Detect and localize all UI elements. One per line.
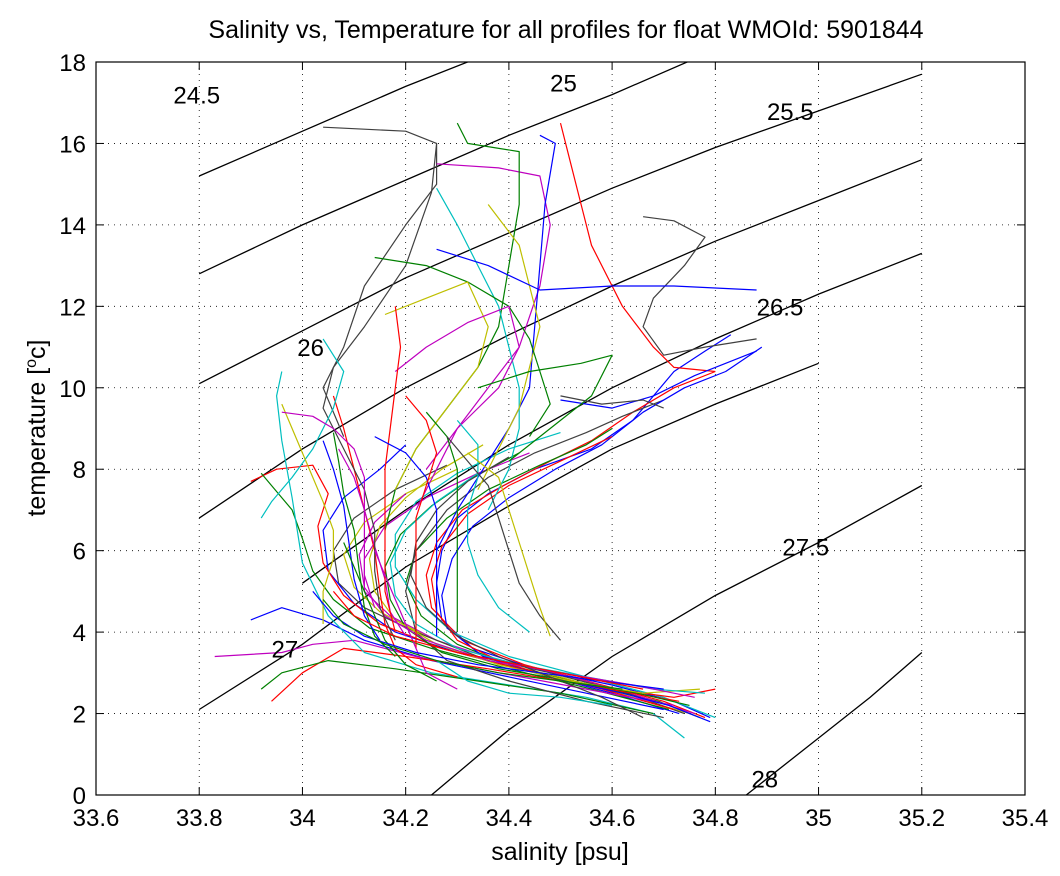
density-contour-label: 27.5 (782, 535, 829, 562)
profile-series-line (260, 659, 654, 715)
x-tick-label: 34.8 (692, 805, 739, 832)
density-contour-line (198, 73, 923, 385)
profile-series-line (312, 591, 664, 690)
tick-layer: 33.6 33.8 34 34.2 34.4 34.6 34.8 35 35.2 35.4 0 2 4 6… (59, 50, 1048, 832)
density-contour-label: 24.5 (173, 83, 220, 110)
profile-series-line (358, 493, 695, 698)
profile-series-line (405, 395, 438, 649)
y-tick-label: 18 (59, 50, 86, 77)
x-tick-label: 35 (805, 805, 832, 832)
y-tick-label: 16 (59, 131, 86, 158)
y-tick-label: 10 (59, 376, 86, 403)
density-contour-label: 26 (297, 335, 324, 362)
profile-series-line (368, 444, 700, 694)
density-contour-label: 25.5 (767, 99, 814, 126)
profile-series-line (276, 371, 685, 739)
profile-series-line (281, 411, 376, 608)
profile-series-line (363, 452, 695, 715)
x-tick-label: 35.4 (1002, 805, 1049, 832)
y-tick-label: 2 (73, 702, 86, 729)
profile-series-line (281, 403, 334, 624)
profile-series-line (477, 354, 613, 462)
y-tick-label: 14 (59, 213, 86, 240)
density-contour-line (198, 62, 689, 275)
density-contour-line (198, 62, 470, 177)
density-contour-label: 25 (550, 70, 577, 97)
profile-series-line (446, 436, 561, 641)
profile-series-line (436, 187, 520, 511)
x-tick-label: 34.2 (382, 805, 429, 832)
x-tick-label: 34.4 (486, 805, 533, 832)
chart-title: Salinity vs, Temperature for all profile… (208, 16, 923, 44)
profile-series-line (436, 248, 757, 291)
profile-series-line (456, 420, 530, 633)
profile-series-line (374, 550, 458, 690)
y-axis-label-tail: c] (23, 339, 51, 358)
density-contour-line (431, 484, 923, 795)
profile-series-line (322, 440, 381, 641)
x-tick-label: 33.8 (176, 805, 223, 832)
profile-series-line (560, 395, 664, 409)
profile-series-line (467, 452, 551, 637)
profile-series-line (374, 256, 551, 437)
y-tick-label: 12 (59, 294, 86, 321)
density-contour-label-layer: 24.5 25 25.5 26 26.5 27 27.5 28 (173, 70, 829, 793)
profile-series-line (559, 122, 716, 373)
profile-series-line (384, 306, 402, 633)
density-contour-layer (198, 62, 923, 795)
profile-series-line (394, 305, 520, 470)
density-contour-line (198, 159, 923, 519)
x-tick-label: 34.6 (589, 805, 636, 832)
profile-series-line (441, 346, 763, 723)
profile-series-layer (214, 122, 763, 739)
y-axis-label-main: temperature [ (23, 368, 51, 517)
profile-series-line (322, 126, 438, 437)
density-contour-label: 27 (271, 636, 298, 663)
x-tick-label: 35.2 (898, 805, 945, 832)
profile-series-line (332, 432, 396, 657)
profile-series-line (425, 411, 458, 633)
density-contour-label: 26.5 (757, 294, 804, 321)
x-tick-label: 33.6 (73, 805, 120, 832)
profile-series-line (374, 436, 438, 637)
profile-series-line (214, 639, 675, 706)
density-contour-line (745, 652, 923, 795)
y-tick-label: 6 (73, 539, 86, 566)
profile-series-line (343, 542, 437, 682)
profile-series-line (384, 281, 489, 490)
profile-series-line (436, 660, 613, 706)
profile-series-line (260, 338, 345, 519)
density-contour-label: 28 (751, 767, 778, 794)
profile-series-line (477, 204, 541, 490)
profile-series-line (332, 591, 644, 690)
y-tick-label: 8 (73, 457, 86, 484)
y-tick-label: 0 (73, 783, 86, 810)
density-contour-line (198, 362, 819, 711)
y-axis-label-superscript: o (23, 359, 40, 368)
y-axis-label: temperature [oc] (23, 339, 51, 516)
profile-series-line (410, 456, 644, 719)
profile-series-line (560, 350, 757, 409)
profile-series-line (322, 599, 623, 690)
profile-series-line (332, 395, 458, 678)
y-tick-label: 4 (73, 620, 86, 647)
profile-series-line (642, 216, 757, 356)
x-tick-label: 34 (289, 805, 316, 832)
plot-frame (95, 61, 1026, 796)
x-axis-label: salinity [psu] (491, 838, 629, 866)
density-contour-line (302, 252, 923, 584)
